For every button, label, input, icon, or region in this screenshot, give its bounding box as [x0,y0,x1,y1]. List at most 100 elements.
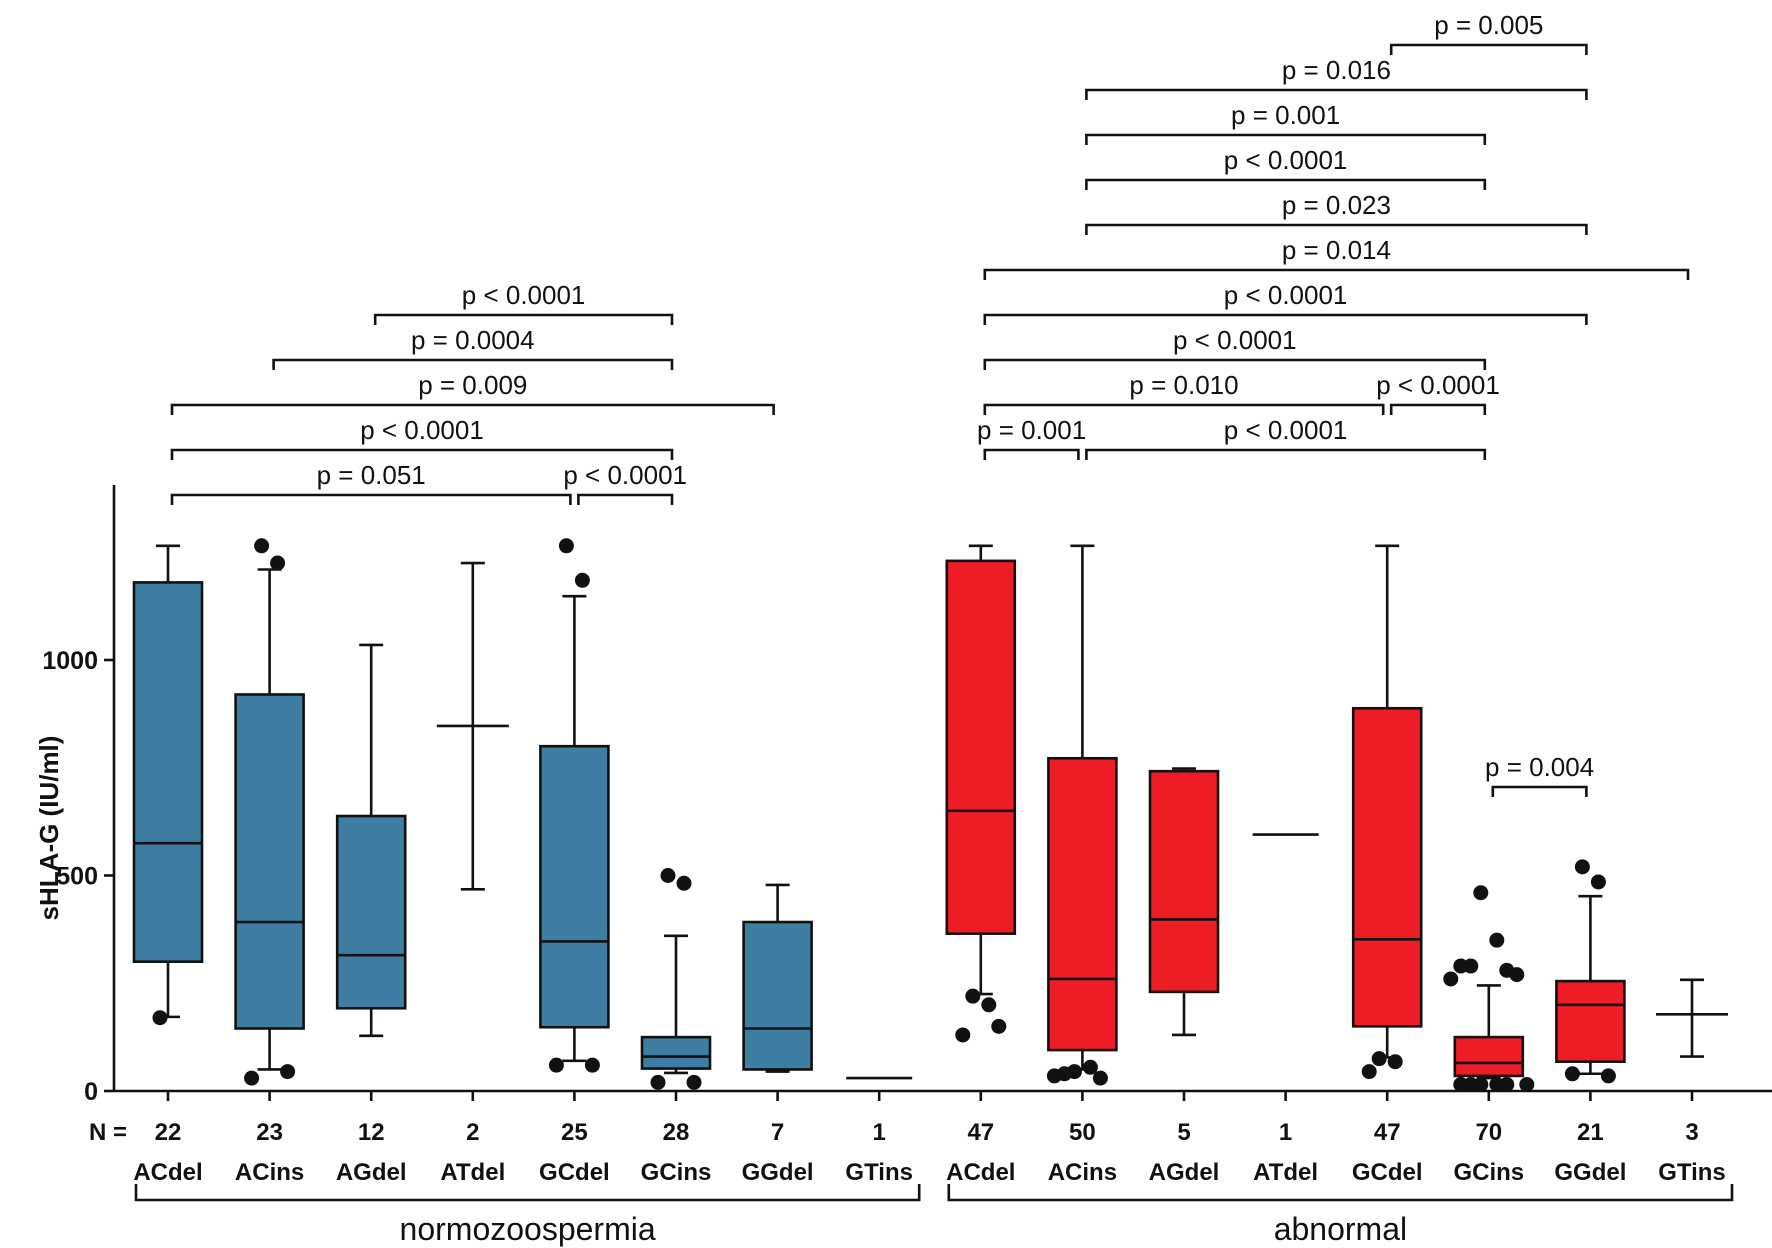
group-abnormal: abnormal [947,1184,1734,1247]
comparison-bracket [1085,223,1588,235]
comparison-bracket [170,493,572,505]
n-value-8: 47 [967,1119,994,1146]
outlier-point [650,1074,666,1090]
n-value-3: 2 [466,1119,479,1146]
category-label-4: GCdel [539,1159,610,1186]
comparison-16: p = 0.001 [977,415,1086,460]
comparison-bracket [1085,133,1487,145]
iqr-box [1453,1035,1525,1078]
comparison-3: p < 0.0001 [170,415,674,460]
group-normozoospermia: normozoospermia [134,1184,921,1247]
comparison-p-value: p = 0.0004 [411,325,535,355]
y-tick-label-1000: 1000 [42,647,98,675]
iqr-box [539,744,610,1029]
box-normozoospermia-AGdel [335,643,407,1038]
iqr-box [1555,979,1626,1063]
box-normozoospermia-GCdel [539,538,610,1073]
y-tick-label-500: 500 [56,863,98,891]
category-label-0: ACdel [133,1159,202,1186]
comparison-11: p = 0.014 [983,235,1690,280]
category-label-11: ATdel [1253,1159,1318,1186]
outlier-point [991,1018,1007,1034]
comparison-p-value: p < 0.0001 [360,415,484,445]
group-label: normozoospermia [400,1211,656,1247]
n-value-0: 22 [155,1119,182,1146]
comparison-bracket [1389,403,1487,415]
box-normozoospermia-ACins [234,538,305,1086]
category-label-1: ACins [235,1159,304,1186]
n-value-1: 23 [256,1119,283,1146]
comparison-bracket [983,403,1385,415]
outlier-point [676,875,692,891]
category-label-13: GCins [1453,1159,1524,1186]
comparison-5: p < 0.0001 [563,460,687,505]
iqr-box [234,693,305,1030]
comparison-bracket [983,268,1690,280]
comparison-p-value: p < 0.0001 [1173,325,1297,355]
n-value-9: 50 [1069,1119,1096,1146]
outlier-point [965,988,981,1004]
comparison-p-value: p = 0.010 [1129,370,1238,400]
comparison-bracket [983,313,1588,325]
n-value-15: 3 [1685,1119,1698,1146]
n-value-2: 12 [358,1119,385,1146]
comparison-p-value: p = 0.009 [418,370,527,400]
n-value-12: 47 [1374,1119,1401,1146]
category-label-6: GGdel [742,1159,814,1186]
outlier-point [1600,1068,1616,1084]
comparison-8: p = 0.001 [1085,100,1487,145]
comparison-bracket [1085,448,1487,460]
comparison-bracket [1085,178,1487,190]
n-value-11: 1 [1279,1119,1292,1146]
outlier-point [152,1010,168,1026]
comparison-9: p < 0.0001 [1085,145,1487,190]
comparison-p-value: p < 0.0001 [1376,370,1500,400]
comparison-p-value: p < 0.0001 [563,460,687,490]
outlier-point [1443,971,1459,987]
outlier-point [1509,967,1525,983]
box-normozoospermia-GGdel [742,883,813,1073]
comparison-bracket [272,358,674,370]
n-value-6: 7 [771,1119,784,1146]
iqr-box [1047,756,1118,1052]
category-label-10: AGdel [1149,1159,1220,1186]
box-abnormal-GGdel [1555,859,1626,1084]
group-label: abnormal [1274,1211,1407,1247]
comparison-p-value: p = 0.014 [1282,235,1391,265]
category-label-8: ACdel [946,1159,1015,1186]
category-label-5: GCins [641,1159,712,1186]
group-bracket [947,1184,1734,1202]
comparison-p-value: p = 0.001 [1231,100,1340,130]
y-axis-title: sHLA-G (IU/ml) [34,736,64,921]
iqr-box [640,1035,712,1070]
comparison-15: p < 0.0001 [1376,370,1500,415]
box-abnormal-GCins [1443,885,1535,1093]
comparison-7: p = 0.016 [1085,55,1588,100]
category-label-9: ACins [1048,1159,1117,1186]
comparison-17: p < 0.0001 [1085,415,1487,460]
comparison-bracket [1085,88,1588,100]
outlier-point [1082,1059,1098,1075]
category-label-3: ATdel [440,1159,505,1186]
outlier-point [955,1027,971,1043]
box-abnormal-GCdel [1351,544,1423,1080]
comparison-p-value: p = 0.001 [977,415,1086,445]
comparison-p-value: p < 0.0001 [1224,280,1348,310]
category-label-2: AGdel [336,1159,407,1186]
comparison-bracket [1389,43,1588,55]
box-abnormal-AGdel [1148,767,1220,1037]
comparison-14: p = 0.010 [983,370,1385,415]
box-plots [132,538,1728,1093]
iqr-box [1351,706,1423,1028]
outlier-point [1499,1077,1515,1093]
outlier-point [1574,859,1590,875]
box-abnormal-ACins [1046,544,1118,1086]
n-value-13: 70 [1475,1119,1502,1146]
comparison-bracket [983,358,1487,370]
outlier-point [1453,958,1469,974]
outlier-point [254,538,270,554]
outlier-point [1519,1077,1535,1093]
comparison-p-value: p = 0.005 [1434,10,1543,40]
comparison-6: p = 0.005 [1389,10,1588,55]
y-tick-label-0: 0 [84,1078,98,1106]
